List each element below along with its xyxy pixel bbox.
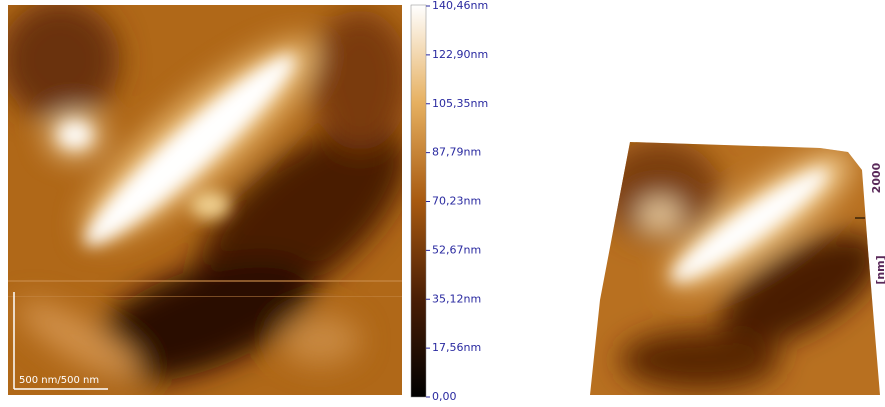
scale-bar-label: 500 nm/500 nm bbox=[19, 375, 99, 386]
colorbar-labels: 140,46nm 122,90nm 105,35nm 87,79nm 70,23nm 52… bbox=[426, 0, 488, 403]
colorbar-label: 70,23nm bbox=[432, 195, 481, 208]
colorbar-label: 87,79nm bbox=[432, 146, 481, 159]
colorbar-label: 105,35nm bbox=[432, 97, 488, 110]
axis-unit-label: [nm] bbox=[874, 255, 885, 284]
colorbar bbox=[411, 5, 426, 397]
colorbar-label: 52,67nm bbox=[432, 243, 481, 256]
afm-height-map bbox=[0, 0, 438, 407]
axis-tick-label: 2000 bbox=[870, 162, 883, 193]
afm-figure: 500 nm/500 nm 140,46nm 122,90nm 105,35nm 87… bbox=[0, 0, 885, 407]
colorbar-label: 35,12nm bbox=[432, 292, 481, 305]
colorbar-label: 122,90nm bbox=[432, 48, 488, 61]
afm-3d-surface bbox=[580, 132, 885, 400]
colorbar-label: 17,56nm bbox=[432, 341, 481, 354]
colorbar-label: 140,46nm bbox=[432, 0, 488, 12]
colorbar-label: 0,00 bbox=[432, 390, 457, 403]
